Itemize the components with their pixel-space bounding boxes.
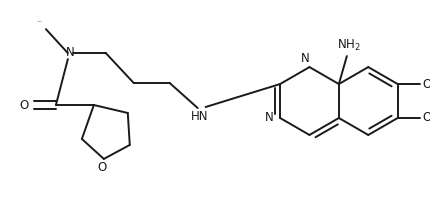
Text: N: N	[65, 46, 74, 59]
Text: N: N	[264, 111, 273, 124]
Text: N: N	[301, 52, 309, 65]
Text: NH$_2$: NH$_2$	[336, 38, 360, 53]
Text: O: O	[421, 111, 430, 124]
Text: O: O	[97, 161, 106, 174]
Text: O: O	[19, 99, 28, 111]
Text: methyl: methyl	[37, 21, 42, 22]
Text: O: O	[421, 78, 430, 90]
Text: HN: HN	[190, 111, 208, 124]
